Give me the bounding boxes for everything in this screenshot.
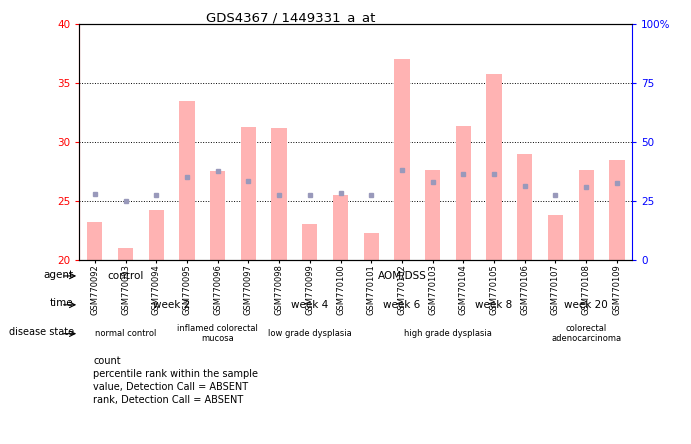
Text: week 2: week 2 [153,300,190,310]
Text: normal control: normal control [95,329,156,338]
Bar [548,215,563,260]
Text: colorectal
adenocarcinoma: colorectal adenocarcinoma [551,324,621,343]
Text: percentile rank within the sample: percentile rank within the sample [93,369,258,379]
Text: week 6: week 6 [384,300,421,310]
Text: high grade dysplasia: high grade dysplasia [404,329,492,338]
Text: week 20: week 20 [565,300,608,310]
Text: rank, Detection Call = ABSENT: rank, Detection Call = ABSENT [93,396,243,405]
Text: low grade dysplasia: low grade dysplasia [268,329,352,338]
Bar [395,59,410,260]
Bar [149,210,164,260]
Text: week 8: week 8 [475,300,513,310]
Bar [578,170,594,260]
Text: time: time [50,298,74,309]
Text: value, Detection Call = ABSENT: value, Detection Call = ABSENT [93,382,248,392]
Bar [210,171,225,260]
Text: control: control [107,271,144,281]
Bar [363,233,379,260]
Bar [87,222,102,260]
Bar [609,160,625,260]
Text: disease state: disease state [8,327,74,337]
Bar [333,195,348,260]
Bar [455,126,471,260]
Bar [517,154,533,260]
Bar [272,128,287,260]
Text: count: count [93,356,121,365]
Bar [302,225,317,260]
Text: inflamed colorectal
mucosa: inflamed colorectal mucosa [177,324,258,343]
Text: agent: agent [44,270,74,280]
Text: AOM/DSS: AOM/DSS [377,271,426,281]
Bar [425,170,440,260]
Bar [118,248,133,260]
Text: week 4: week 4 [291,300,328,310]
Bar [486,74,502,260]
Bar [240,127,256,260]
Text: GDS4367 / 1449331_a_at: GDS4367 / 1449331_a_at [205,11,375,24]
Bar [179,101,195,260]
